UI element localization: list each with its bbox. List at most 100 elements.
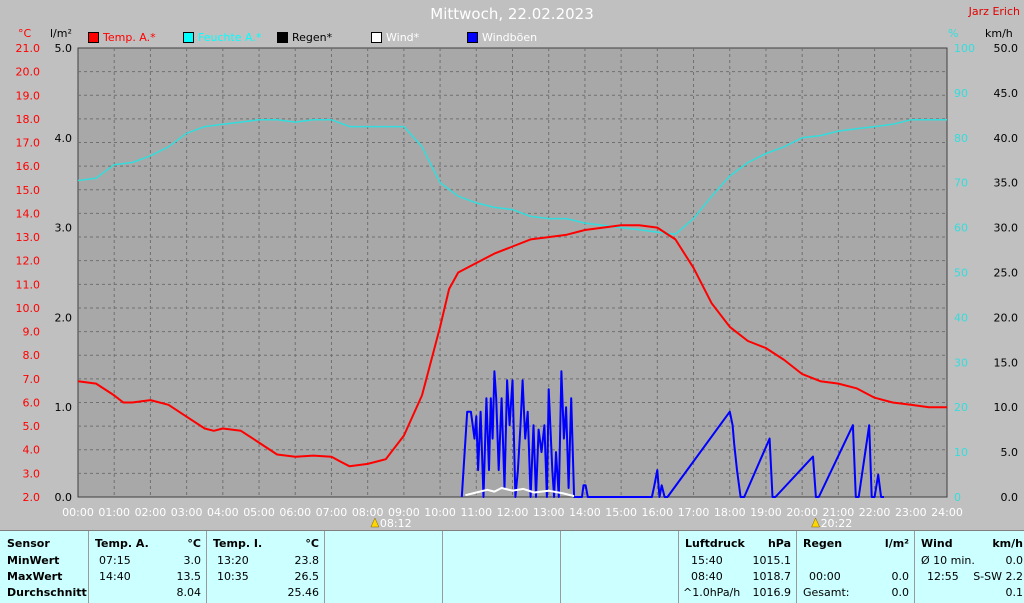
wind-tick-label: 50.0: [994, 42, 1019, 55]
x-tick-label: 14:00: [569, 506, 601, 519]
stats-wind-avg-value: 0.1: [1005, 586, 1024, 599]
stats-temp-indoor-unit: °C: [305, 537, 319, 550]
stats-temp-outdoor-header: Temp. A.: [95, 537, 149, 550]
x-tick-label: 16:00: [641, 506, 673, 519]
rain-tick-label: 5.0: [55, 42, 73, 55]
temp-tick-label: 5.0: [23, 420, 41, 433]
temperature-line: [77, 224, 947, 468]
legend-label: Regen*: [292, 31, 333, 44]
stats-wind-header: Wind: [921, 537, 953, 550]
x-tick-label: 24:00: [931, 506, 963, 519]
stats-temp-outdoor-max-time: 14:40: [99, 570, 131, 583]
temp-tick-label: 13.0: [16, 231, 41, 244]
legend-swatch: [183, 32, 194, 43]
legend-swatch: [371, 32, 382, 43]
temp-tick-label: 20.0: [16, 66, 41, 79]
x-tick-label: 03:00: [171, 506, 203, 519]
stats-empty-column: [560, 531, 679, 603]
humidity-tick-label: 70: [954, 177, 968, 190]
legend-humidity-outdoor: Feuchte A.*: [183, 31, 261, 44]
legend-rain: Regen*: [277, 31, 332, 44]
wind-tick-label: 25.0: [994, 267, 1019, 280]
stats-temp-outdoor-min-value: 3.0: [183, 554, 202, 567]
stats-pressure-max-value: 1018.7: [752, 570, 792, 583]
stats-pressure-header: Luftdruck: [685, 537, 745, 550]
stats-pressure-min-time: 15:40: [691, 554, 723, 567]
temp-unit-label: °C: [18, 27, 32, 40]
stats-pressure-max-time: 08:40: [691, 570, 723, 583]
x-tick-label: 12:00: [497, 506, 529, 519]
x-tick-label: 00:00: [62, 506, 94, 519]
x-tick-label: 02:00: [135, 506, 167, 519]
stats-temp-indoor-min-time: 13:20: [217, 554, 249, 567]
temp-tick-label: 8.0: [23, 349, 41, 362]
stats-wind-avg10-value: 0.0: [1005, 554, 1024, 567]
temp-tick-label: 9.0: [23, 326, 41, 339]
x-tick-label: 22:00: [859, 506, 891, 519]
x-tick-label: 07:00: [316, 506, 348, 519]
humidity-unit-label: %: [948, 27, 959, 40]
x-tick-label: 06:00: [279, 506, 311, 519]
sunrise-icon: [370, 517, 380, 528]
sunrise-time-label: 08:12: [380, 517, 412, 530]
stats-temp-outdoor-min-time: 07:15: [99, 554, 131, 567]
x-tick-label: 11:00: [460, 506, 492, 519]
stats-max-label: MaxWert: [7, 570, 63, 583]
legend-temp-outdoor: Temp. A.*: [88, 31, 156, 44]
legend-swatch: [277, 32, 288, 43]
temp-tick-label: 14.0: [16, 207, 41, 220]
stats-temp-outdoor-column: Temp. A. °C 07:15 3.0 14:40 13.5 8.04: [88, 531, 207, 603]
stats-temp-outdoor-avg-value: 8.04: [176, 586, 202, 599]
humidity-tick-label: 50: [954, 267, 968, 280]
x-tick-label: 20:00: [786, 506, 818, 519]
x-tick-label: 15:00: [605, 506, 637, 519]
temp-tick-label: 18.0: [16, 113, 41, 126]
stats-temp-outdoor-unit: °C: [187, 537, 201, 550]
temp-tick-label: 19.0: [16, 89, 41, 102]
stats-pressure-min-value: 1015.1: [752, 554, 792, 567]
humidity-tick-label: 60: [954, 222, 968, 235]
stats-sensor-header: Sensor: [7, 537, 50, 550]
legend-wind: Wind*: [371, 31, 419, 44]
sunset-icon: [811, 517, 820, 528]
stats-temp-indoor-column: Temp. I. °C 13:20 23.8 10:35 26.5 25.46: [206, 531, 325, 603]
humidity-tick-label: 0: [954, 491, 961, 504]
x-tick-label: 23:00: [895, 506, 927, 519]
stats-empty-column: [324, 531, 443, 603]
temp-tick-label: 6.0: [23, 396, 41, 409]
legend-label: Feuchte A.*: [198, 31, 262, 44]
temp-tick-label: 2.0: [23, 491, 41, 504]
legend-swatch: [467, 32, 478, 43]
temp-tick-label: 17.0: [16, 137, 41, 150]
rain-tick-label: 1.0: [55, 401, 73, 414]
stats-rain-total-label: Gesamt:: [803, 586, 850, 599]
rain-tick-label: 2.0: [55, 311, 73, 324]
temp-tick-label: 7.0: [23, 373, 41, 386]
legend-label: Temp. A.*: [103, 31, 156, 44]
x-tick-label: 19:00: [750, 506, 782, 519]
statistics-panel: Sensor MinWert MaxWert Durchschnitt Temp…: [0, 530, 1024, 603]
legend-swatch: [88, 32, 99, 43]
wind-line: [465, 487, 575, 498]
humidity-tick-label: 90: [954, 87, 968, 100]
stats-wind-max-value: S-SW 2.2: [973, 570, 1023, 583]
stats-wind-avg10-label: Ø 10 min.: [921, 554, 975, 567]
x-tick-label: 17:00: [678, 506, 710, 519]
stats-rain-column: Regen l/m² 00:00 0.0 Gesamt: 0.0: [796, 531, 915, 603]
stats-avg-label: Durchschnitt: [7, 586, 87, 599]
x-tick-label: 13:00: [533, 506, 565, 519]
temp-tick-label: 16.0: [16, 160, 41, 173]
stats-empty-column: [442, 531, 561, 603]
stats-temp-indoor-avg-value: 25.46: [287, 586, 320, 599]
stats-temp-outdoor-max-value: 13.5: [176, 570, 202, 583]
humidity-line: [77, 119, 947, 236]
stats-temp-indoor-min-value: 23.8: [294, 554, 320, 567]
stats-min-label: MinWert: [7, 554, 60, 567]
rain-unit-label: l/m²: [50, 27, 72, 40]
weather-chart: 00:00 01:00 02:00 03:00 04:00 05:00 06:00 07:00…: [16, 42, 1019, 530]
x-tick-label: 01:00: [98, 506, 130, 519]
wind-tick-label: 35.0: [994, 177, 1019, 190]
stats-temp-indoor-max-time: 10:35: [217, 570, 249, 583]
stats-temp-indoor-header: Temp. I.: [213, 537, 263, 550]
stats-wind-unit: km/h: [992, 537, 1023, 550]
